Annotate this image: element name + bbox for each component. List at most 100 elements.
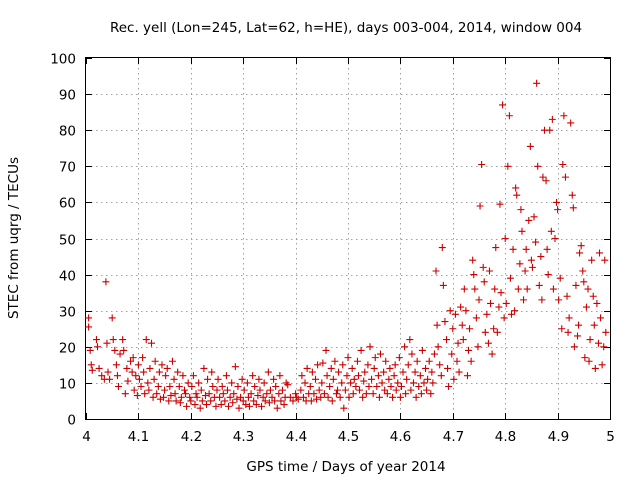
data-point [187,397,195,405]
data-point [251,383,259,391]
data-point [371,354,379,362]
data-point [306,383,314,391]
y-tick-label: 20 [59,341,76,357]
data-point [184,379,192,387]
data-point [386,364,394,372]
data-point [331,357,339,365]
data-point [320,390,328,398]
data-point [123,364,131,372]
data-point [463,372,471,380]
data-point [416,372,424,380]
data-point [233,395,241,403]
data-point [318,379,326,387]
data-point [214,375,222,383]
data-point [582,303,590,311]
data-point [354,372,362,380]
data-point [134,361,142,369]
data-point [537,253,545,261]
data-point [153,390,161,398]
data-point [479,263,487,271]
data-point [575,321,583,329]
data-point [574,332,582,340]
data-point [436,361,444,369]
data-point [493,328,501,336]
data-point [382,357,390,365]
chart-title: Rec. yell (Lon=245, Lat=62, h=HE), days … [110,20,582,36]
data-point [401,343,409,351]
data-point [423,386,431,394]
data-point [314,361,322,369]
data-point [438,244,446,252]
data-point [175,383,183,391]
data-point [348,364,356,372]
data-point [222,372,230,380]
data-point [282,379,290,387]
data-point [465,346,473,354]
data-point [396,393,404,401]
y-tick-label: 100 [50,52,76,68]
data-point [581,354,589,362]
data-point [437,372,445,380]
data-point [116,350,124,358]
data-point [148,339,155,347]
y-tick-label: 40 [59,269,76,285]
data-point [298,372,306,380]
x-tick-label: 4 [82,429,91,445]
data-point [395,354,403,362]
data-point [260,379,268,387]
data-point [228,379,236,387]
y-tick-labels: 0 10 20 30 40 50 60 70 80 90 100 [50,52,76,429]
data-points [85,79,610,412]
data-point [565,314,573,322]
data-point [576,249,584,257]
x-tick-label: 4.5 [338,429,359,445]
data-point [542,177,550,185]
data-point [512,184,520,192]
x-tick-label: 5 [606,429,615,445]
data-point [341,386,349,394]
data-point [327,364,335,372]
data-point [204,375,212,383]
data-point [500,314,508,322]
data-point [420,379,428,387]
data-point [480,278,488,286]
data-point [303,364,311,372]
x-tick-label: 4.1 [128,429,149,445]
data-point [221,397,229,405]
data-point [163,364,171,372]
data-point [198,397,206,405]
data-point [370,364,378,372]
data-point [366,343,374,351]
data-point [451,310,459,318]
data-point [474,343,482,351]
data-point [470,271,478,279]
data-point [485,267,493,275]
data-point [329,375,337,383]
data-point [332,390,340,398]
data-point [403,375,411,383]
data-point [357,346,365,354]
data-point [106,375,114,383]
data-point [310,390,318,398]
data-point [85,323,93,331]
data-point [272,383,280,391]
data-point [255,375,263,383]
data-point [387,383,395,391]
data-point [425,357,433,365]
data-point [268,393,276,401]
data-point [250,397,258,405]
data-point [553,198,561,206]
data-point [205,390,213,398]
data-point [189,372,197,380]
y-tick-label: 50 [59,233,76,249]
data-point [585,357,593,365]
data-point [434,343,442,351]
data-point [564,328,572,336]
data-point [156,395,164,403]
data-point [216,393,224,401]
data-point [256,386,264,394]
data-point [446,307,454,315]
data-point [213,386,221,394]
data-point [596,249,604,257]
data-point [526,142,534,150]
